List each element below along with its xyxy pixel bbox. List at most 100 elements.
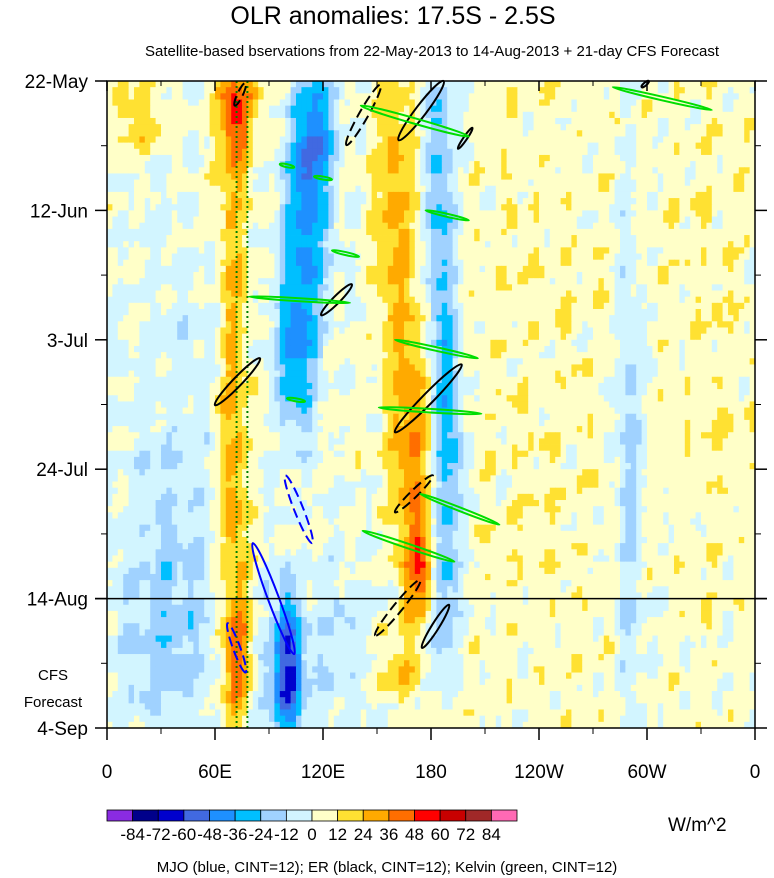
- heatmap-cell: [458, 302, 464, 310]
- heatmap-cell: [188, 204, 194, 211]
- heatmap-cell: [188, 142, 194, 150]
- heatmap-cell: [539, 259, 545, 267]
- heatmap-cell: [258, 210, 264, 217]
- heatmap-cell: [323, 235, 329, 242]
- heatmap-cell: [393, 241, 399, 248]
- heatmap-cell: [285, 136, 291, 144]
- heatmap-cell: [512, 296, 518, 304]
- heatmap-cell: [188, 154, 194, 162]
- heatmap-cell: [657, 210, 664, 217]
- heatmap-cell: [463, 308, 470, 316]
- heatmap-cell: [668, 272, 675, 279]
- heatmap-cell: [360, 253, 367, 261]
- heatmap-cell: [495, 130, 502, 137]
- heatmap-cell: [598, 302, 605, 310]
- heatmap-cell: [263, 253, 270, 261]
- heatmap-cell: [533, 198, 540, 205]
- heatmap-cell: [398, 161, 405, 168]
- heatmap-cell: [431, 81, 437, 88]
- heatmap-cell: [749, 321, 756, 328]
- heatmap-cell: [749, 302, 756, 310]
- heatmap-cell: [420, 284, 426, 291]
- heatmap-cell: [144, 290, 151, 298]
- heatmap-cell: [155, 198, 162, 205]
- heatmap-cell: [474, 111, 480, 119]
- heatmap-cell: [420, 302, 426, 310]
- heatmap-cell: [479, 278, 486, 285]
- heatmap-cell: [398, 327, 405, 335]
- heatmap-cell: [414, 173, 421, 180]
- heatmap-cell: [323, 130, 329, 137]
- heatmap-cell: [155, 315, 162, 322]
- heatmap-cell: [279, 308, 286, 316]
- heatmap-cell: [139, 253, 146, 261]
- heatmap-cell: [431, 167, 437, 174]
- heatmap-cell: [436, 130, 443, 137]
- heatmap-cell: [695, 93, 702, 100]
- heatmap-cell: [641, 210, 648, 217]
- heatmap-cell: [215, 154, 221, 162]
- heatmap-cell: [495, 93, 502, 100]
- heatmap-cell: [447, 154, 453, 162]
- heatmap-cell: [593, 117, 599, 125]
- heatmap-cell: [150, 204, 156, 211]
- heatmap-cell: [744, 222, 750, 230]
- heatmap-cell: [587, 130, 594, 137]
- heatmap-cell: [134, 284, 140, 291]
- heatmap-cell: [463, 321, 470, 328]
- heatmap-cell: [355, 315, 362, 322]
- heatmap-cell: [539, 296, 545, 304]
- heatmap-cell: [323, 179, 329, 187]
- heatmap-cell: [269, 136, 275, 144]
- heatmap-cell: [182, 327, 189, 335]
- heatmap-cell: [458, 105, 464, 113]
- heatmap-cell: [593, 290, 599, 298]
- heatmap-cell: [598, 222, 605, 230]
- heatmap-cell: [630, 198, 637, 205]
- heatmap-cell: [722, 136, 729, 144]
- heatmap-cell: [576, 204, 583, 211]
- heatmap-cell: [684, 259, 691, 267]
- heatmap-cell: [193, 148, 200, 156]
- heatmap-cell: [711, 284, 718, 291]
- heatmap-cell: [387, 253, 394, 261]
- heatmap-cell: [522, 161, 529, 168]
- heatmap-cell: [668, 327, 675, 335]
- heatmap-cell: [150, 154, 156, 162]
- heatmap-cell: [252, 161, 259, 168]
- heatmap-cell: [377, 290, 383, 298]
- heatmap-cell: [679, 327, 686, 335]
- heatmap-cell: [582, 179, 588, 187]
- heatmap-cell: [333, 142, 340, 150]
- heatmap-cell: [441, 191, 448, 199]
- heatmap-cell: [274, 173, 281, 180]
- heatmap-cell: [603, 111, 610, 119]
- heatmap-cell: [155, 216, 162, 224]
- heatmap-cell: [587, 148, 594, 156]
- heatmap-cell: [441, 161, 448, 168]
- heatmap-cell: [549, 130, 556, 137]
- heatmap-cell: [495, 284, 502, 291]
- heatmap-cell: [290, 278, 297, 285]
- heatmap-cell: [247, 216, 254, 224]
- heatmap-cell: [490, 308, 497, 316]
- heatmap-cell: [593, 278, 599, 285]
- heatmap-cell: [198, 136, 205, 144]
- heatmap-cell: [377, 241, 383, 248]
- heatmap-cell: [323, 161, 329, 168]
- heatmap-cell: [204, 278, 210, 285]
- heatmap-cell: [420, 296, 426, 304]
- heatmap-cell: [204, 247, 210, 254]
- heatmap-cell: [231, 87, 237, 94]
- heatmap-cell: [171, 210, 178, 217]
- heatmap-cell: [306, 278, 313, 285]
- heatmap-cell: [674, 185, 680, 193]
- heatmap-cell: [393, 333, 399, 341]
- heatmap-cell: [150, 327, 156, 335]
- heatmap-cell: [117, 241, 124, 248]
- heatmap-cell: [587, 296, 594, 304]
- heatmap-cell: [582, 99, 588, 107]
- heatmap-cell: [323, 321, 329, 328]
- heatmap-cell: [749, 117, 756, 125]
- heatmap-cell: [366, 235, 372, 242]
